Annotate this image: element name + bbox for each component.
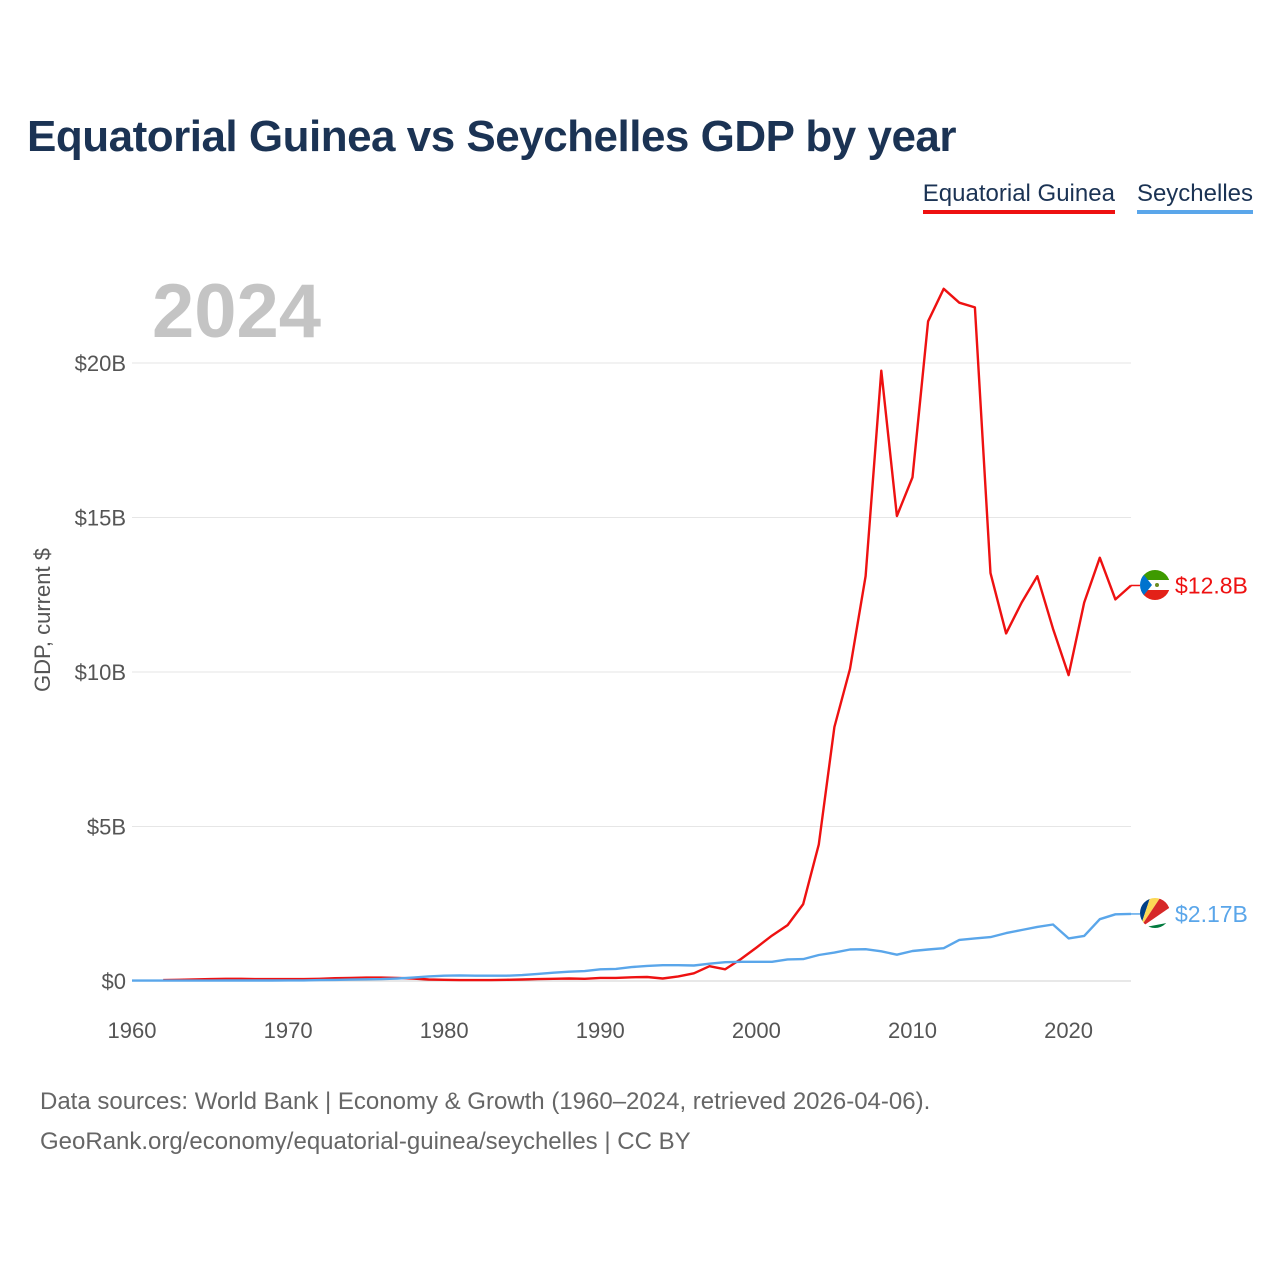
x-tick-label: 2000 (732, 1018, 781, 1043)
x-tick-label: 1960 (108, 1018, 157, 1043)
footer: Data sources: World Bank | Economy & Gro… (40, 1082, 930, 1162)
footer-sources: Data sources: World Bank | Economy & Gro… (40, 1088, 931, 1115)
chart-title: Equatorial Guinea vs Seychelles GDP by y… (27, 112, 957, 161)
y-axis-title: GDP, current $ (30, 548, 55, 692)
y-tick-label: $5B (87, 815, 126, 840)
x-tick-label: 2020 (1044, 1018, 1093, 1043)
end-value-label: $2.17B (1175, 901, 1248, 927)
y-tick-label: $0 (102, 969, 126, 994)
current-year-watermark: 2024 (152, 269, 322, 354)
legend: Equatorial Guinea Seychelles (922, 180, 1253, 214)
series-line-equatorial-guinea[interactable] (163, 287, 1132, 982)
legend-item-equatorial-guinea[interactable]: Equatorial Guinea (922, 180, 1115, 214)
seychelles-flag-icon (1140, 898, 1170, 928)
equatorial-guinea-flag-icon (1140, 570, 1170, 600)
y-tick-label: $10B (75, 660, 126, 685)
x-tick-label: 1970 (264, 1018, 313, 1043)
y-tick-label: $15B (75, 506, 126, 531)
legend-item-seychelles[interactable]: Seychelles (1136, 180, 1253, 214)
footer-url[interactable]: GeoRank.org/economy/equatorial-guinea/se… (40, 1128, 691, 1155)
x-tick-label: 2010 (888, 1018, 937, 1043)
series-line-seychelles[interactable] (132, 912, 1132, 982)
x-tick-label: 1990 (576, 1018, 625, 1043)
end-value-label: $12.8B (1175, 572, 1248, 598)
x-tick-label: 1980 (420, 1018, 469, 1043)
y-tick-label: $20B (75, 351, 126, 376)
